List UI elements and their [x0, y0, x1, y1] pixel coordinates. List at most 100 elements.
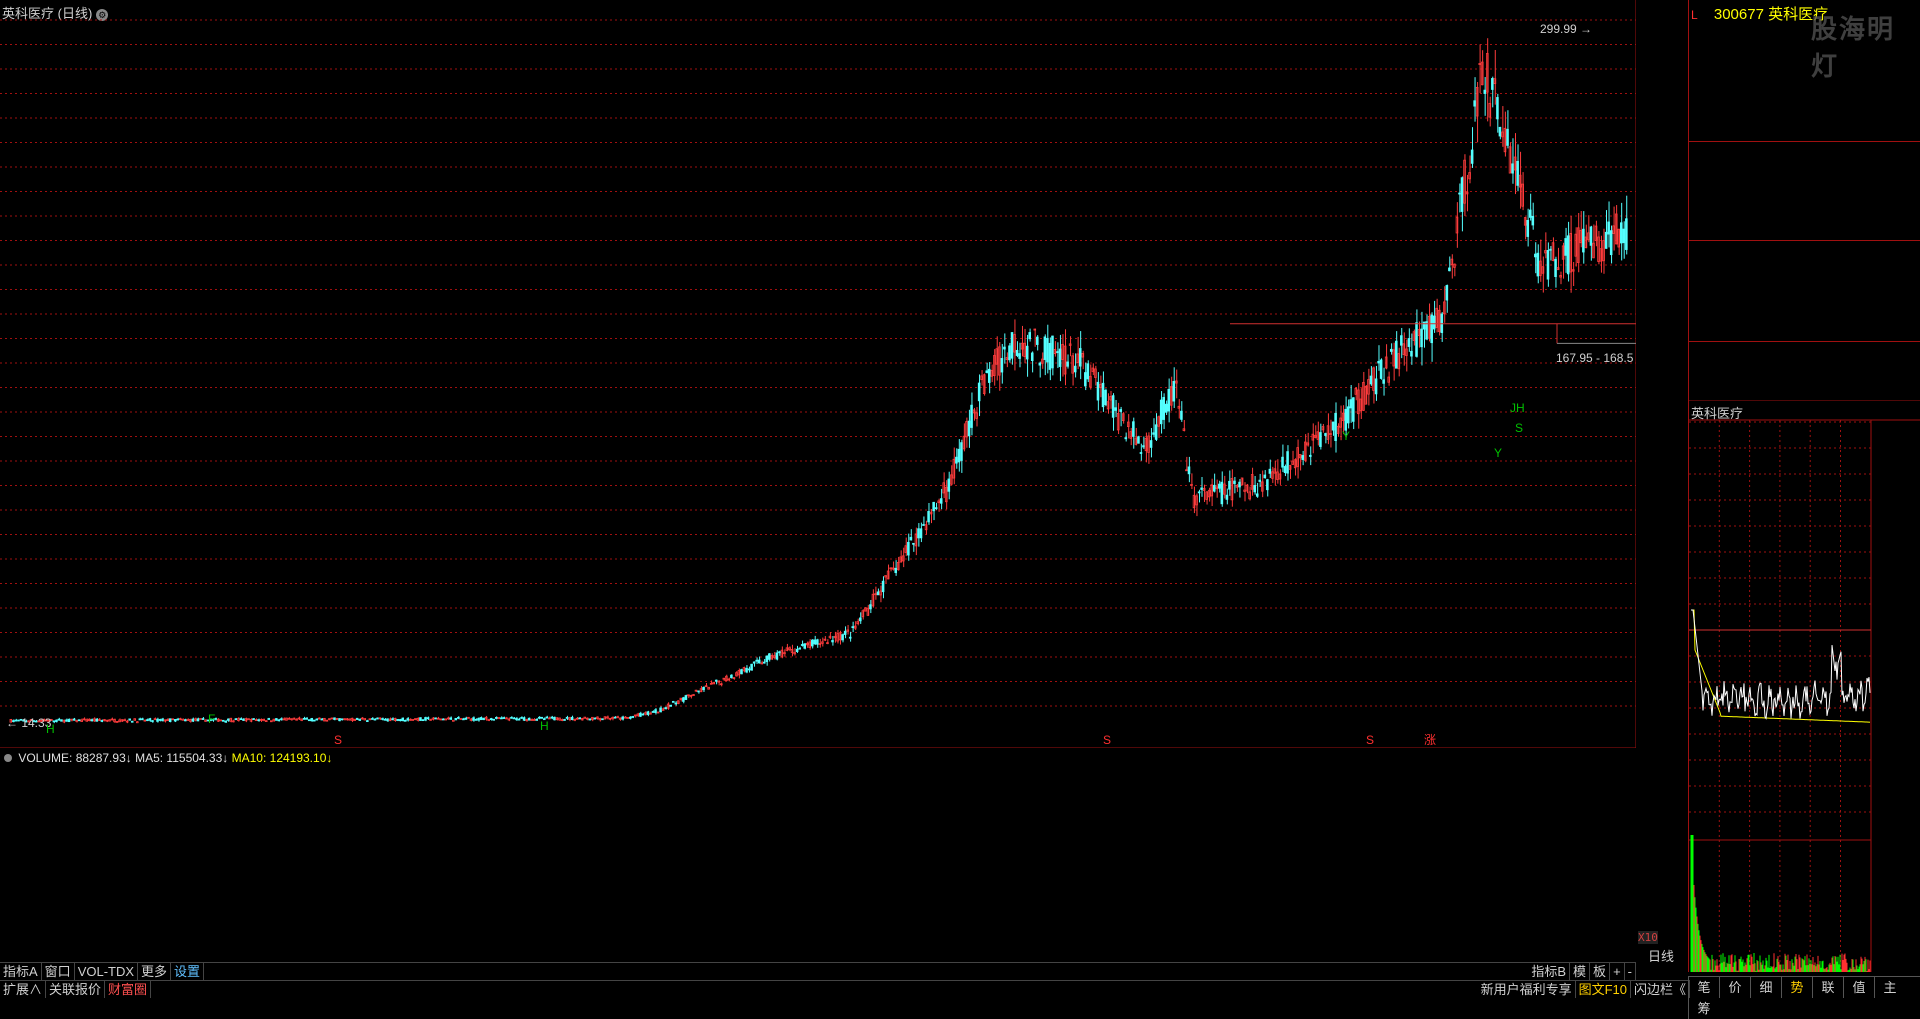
bid-row[interactable]: [1691, 161, 1920, 180]
ask-row[interactable]: [1691, 81, 1920, 100]
candle-down: [1258, 479, 1262, 482]
intraday-tab[interactable]: 主: [1874, 977, 1905, 998]
candle-down: [932, 501, 935, 512]
candle-down: [1111, 395, 1115, 418]
candle-up: [937, 500, 940, 504]
intraday-tab[interactable]: 筹: [1688, 998, 1719, 1019]
stat-row: [1691, 263, 1920, 282]
extension-tab[interactable]: 扩展∧: [0, 981, 47, 998]
candle-up: [591, 716, 594, 721]
candle-down: [1051, 335, 1054, 369]
toolbar-right-button[interactable]: 板: [1590, 963, 1611, 980]
intraday-tab[interactable]: 势: [1781, 977, 1812, 998]
intraday-chart[interactable]: [1689, 400, 1920, 972]
candle-up: [1081, 353, 1085, 358]
candle-up: [998, 346, 1001, 376]
toolbar-right-button[interactable]: +: [1610, 963, 1625, 980]
candle-up: [328, 718, 331, 721]
candle-down: [22, 719, 25, 722]
candle-down: [500, 717, 503, 720]
candle-up: [656, 711, 660, 714]
candle-up: [1475, 86, 1479, 117]
candle-down: [1149, 440, 1153, 448]
intraday-tab[interactable]: 联: [1812, 977, 1843, 998]
candle-down: [859, 617, 862, 622]
toolbar-right-button[interactable]: 模: [1570, 963, 1591, 980]
candle-up: [1417, 329, 1421, 336]
candle-down: [482, 718, 485, 721]
toolbar-tab[interactable]: 更多: [138, 963, 172, 980]
extension-tab[interactable]: 关联报价: [46, 981, 106, 998]
toolbar-tab[interactable]: 设置: [171, 963, 205, 980]
ask-row[interactable]: [1691, 120, 1920, 139]
candle-down: [631, 716, 635, 718]
stock-name[interactable]: 英科医疗: [1768, 6, 1829, 23]
toolbar-right-button[interactable]: -: [1625, 963, 1636, 980]
candle-up: [583, 716, 587, 719]
candle-down: [1162, 397, 1165, 420]
period-label[interactable]: 日线: [1648, 949, 1675, 964]
intraday-tab[interactable]: 笔: [1688, 977, 1719, 998]
candle-up: [790, 649, 794, 653]
bid-row[interactable]: [1691, 180, 1920, 199]
settings-icon[interactable]: ⚙: [96, 9, 109, 21]
candle-up: [608, 717, 612, 720]
candle-up: [171, 718, 174, 721]
ask-row[interactable]: [1691, 101, 1920, 120]
weibi-row[interactable]: [1691, 23, 1920, 42]
signal-marker: H: [46, 722, 55, 736]
candle-up: [429, 718, 432, 721]
intraday-tab[interactable]: 细: [1750, 977, 1781, 998]
promo-link[interactable]: 图文F10: [1576, 981, 1631, 998]
candle-up: [484, 716, 488, 720]
candle-down: [527, 717, 531, 721]
candle-up: [1296, 447, 1299, 467]
candle-down: [1430, 314, 1433, 344]
toolbar-tab[interactable]: 窗口: [42, 963, 75, 980]
intraday-tab[interactable]: 价: [1719, 977, 1750, 998]
candle-down: [376, 717, 379, 720]
bid-row[interactable]: [1691, 200, 1920, 219]
candle-up: [1190, 483, 1193, 486]
bid-row[interactable]: [1691, 141, 1920, 160]
signal-marker: S: [1515, 421, 1523, 435]
ask-row[interactable]: [1691, 42, 1920, 61]
candle-up: [1329, 433, 1332, 435]
volume-settings-icon[interactable]: [4, 754, 12, 762]
ma10-value: MA10: 124193.10: [231, 751, 327, 765]
candle-up: [1569, 233, 1573, 273]
candle-up: [1271, 471, 1274, 479]
extension-tab[interactable]: 财富圈: [105, 981, 152, 998]
promo-link[interactable]: 新用户福利专享: [1478, 981, 1576, 998]
candle-down: [1445, 285, 1449, 301]
candle-up: [1023, 342, 1026, 358]
candle-up: [1298, 454, 1302, 459]
candle-down: [173, 719, 177, 722]
candle-up: [1523, 217, 1527, 226]
promo-link[interactable]: 闪边栏《: [1631, 981, 1690, 998]
candle-up: [575, 717, 579, 720]
main-chart-panel[interactable]: 英科医疗 (日线) ⚙ 167.95 - 168.5 299.99 → ← 14.33…: [0, 0, 1636, 748]
candle-up: [692, 694, 695, 696]
candle-down: [745, 667, 748, 673]
candle-down: [909, 536, 913, 541]
intraday-tab[interactable]: 值: [1843, 977, 1874, 998]
bid-row[interactable]: [1691, 219, 1920, 238]
candle-up: [1614, 213, 1618, 245]
candle-down: [1395, 340, 1398, 369]
ask-row[interactable]: [1691, 62, 1920, 81]
candle-down: [421, 719, 425, 722]
candle-up: [899, 556, 903, 563]
candle-up: [204, 719, 207, 722]
toolbar-tab[interactable]: VOL-TDX: [75, 963, 139, 980]
candle-up: [1240, 477, 1244, 486]
candle-up: [1397, 353, 1401, 370]
candle-down: [1000, 358, 1004, 373]
signal-marker: S: [1366, 733, 1374, 747]
toolbar-right-button[interactable]: 指标B: [1528, 963, 1571, 980]
candle-up: [982, 374, 986, 394]
toolbar-tab[interactable]: 指标A: [0, 963, 42, 980]
intraday-panel[interactable]: 英科医疗: [1688, 400, 1920, 972]
candle-down: [280, 718, 283, 721]
